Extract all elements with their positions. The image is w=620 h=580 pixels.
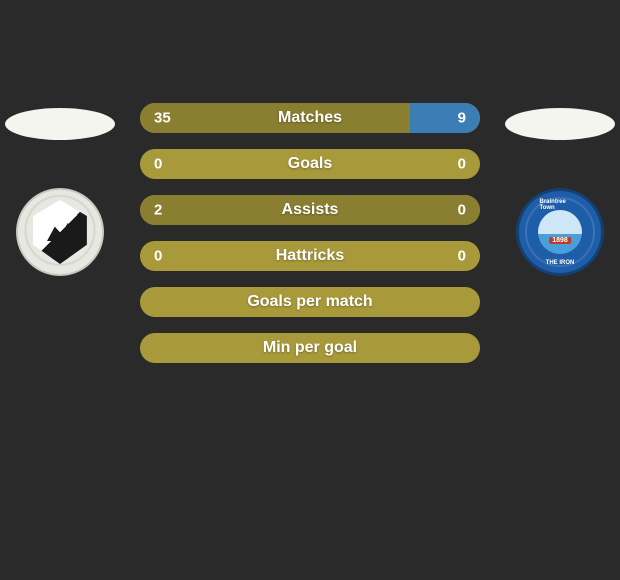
stat-bar: 2 0 Assists [140, 195, 480, 225]
bar-value-left: 0 [154, 156, 162, 173]
bar-label: Hattricks [276, 247, 344, 265]
main-content: Braintree Town 1898 THE IRON 35 9 Matches 0… [0, 103, 620, 363]
stat-bar: 0 0 Goals [140, 149, 480, 179]
stat-bar: 0 0 Hattricks [140, 241, 480, 271]
bar-label: Goals [288, 155, 332, 173]
bar-label: Min per goal [263, 339, 357, 357]
player1-club-badge [16, 188, 104, 276]
stat-bar: Min per goal [140, 333, 480, 363]
bar-value-right: 0 [458, 248, 466, 265]
bar-value-right: 0 [458, 202, 466, 219]
bar-value-right: 9 [458, 110, 466, 127]
stat-bars: 35 9 Matches 0 0 Goals 2 0 Assists 0 0 Hattricks Goa… [140, 103, 480, 363]
player2-club-badge: Braintree Town 1898 THE IRON [516, 188, 604, 276]
shield-icon [28, 200, 92, 264]
bar-value-left: 0 [154, 248, 162, 265]
player2-avatar-placeholder [505, 108, 615, 140]
badge-year: 1898 [549, 237, 571, 244]
stat-bar: Goals per match [140, 287, 480, 317]
bar-label: Goals per match [247, 293, 372, 311]
player1-avatar-placeholder [5, 108, 115, 140]
badge-center-icon [538, 210, 582, 254]
bar-value-left: 35 [154, 110, 171, 127]
bar-value-left: 2 [154, 202, 162, 219]
bar-value-right: 0 [458, 156, 466, 173]
stat-bar: 35 9 Matches [140, 103, 480, 133]
bar-fill-left [140, 103, 410, 133]
bar-label: Matches [278, 109, 342, 127]
bar-fill-right [410, 103, 480, 133]
right-column: Braintree Town 1898 THE IRON [500, 103, 620, 276]
bar-label: Assists [282, 201, 339, 219]
bird-icon [47, 223, 73, 241]
badge-bottom-text: THE IRON [546, 260, 575, 266]
left-column [0, 103, 120, 276]
